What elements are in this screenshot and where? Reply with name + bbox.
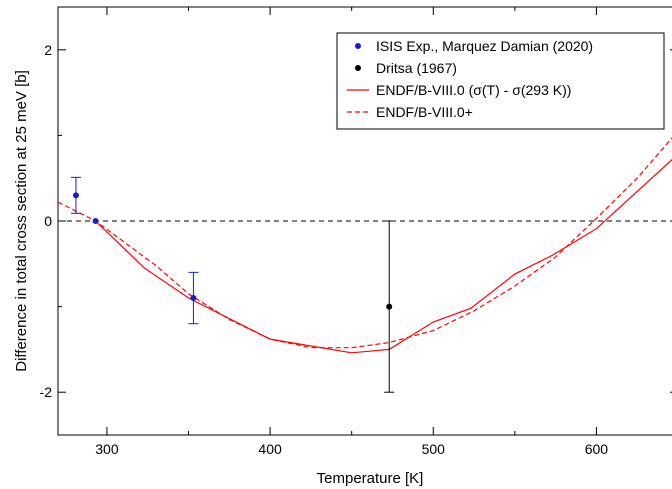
x-tick-label: 500 [422,441,446,457]
legend-label: Dritsa (1967) [376,60,457,76]
legend-label: ENDF/B-VIII.0 (σ(T) - σ(293 K)) [376,82,571,98]
legend-label: ENDF/B-VIII.0+ [376,104,473,120]
data-point [386,303,393,310]
data-point [72,192,79,199]
y-tick-label: 0 [44,213,52,229]
x-tick-label: 400 [258,441,282,457]
legend-box [336,32,665,130]
x-tick-label: 600 [585,441,609,457]
legend-label: ISIS Exp., Marquez Damian (2020) [376,38,593,54]
y-axis-title: Difference in total cross section at 25 … [13,70,30,372]
data-point [190,295,197,302]
legend-swatch-marker [355,43,361,49]
legend-swatch-marker [355,65,361,71]
y-tick-label: 2 [44,42,52,58]
series-line-2 [95,158,672,354]
data-point [92,218,99,224]
x-tick-label: 300 [95,441,119,457]
series-line-3 [58,137,672,349]
x-axis-title: Temperature [K] [317,470,424,487]
y-tick-label: -2 [40,384,53,400]
legend: ISIS Exp., Marquez Damian (2020) Dritsa (… [336,32,665,130]
